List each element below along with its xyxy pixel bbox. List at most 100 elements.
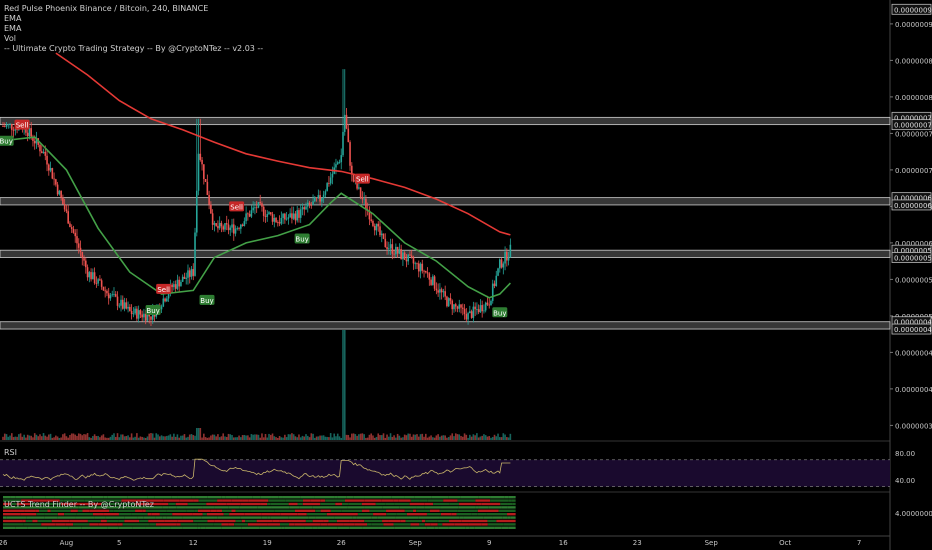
- x-tick-label: 16: [559, 539, 568, 547]
- candle-body: [497, 268, 499, 276]
- volume-bar: [146, 436, 149, 440]
- candle-body: [143, 313, 145, 318]
- trend-cell: [475, 499, 491, 502]
- trend-cell: [201, 516, 215, 519]
- trend-cell: [88, 526, 108, 529]
- volume-bar: [370, 433, 372, 440]
- trend-cell: [427, 499, 444, 502]
- volume-bar: [484, 435, 487, 440]
- volume-bar: [121, 434, 124, 440]
- trend-cell: [382, 506, 400, 509]
- volume-bar: [106, 437, 108, 440]
- volume-bar: [442, 435, 445, 440]
- trend-cell: [6, 516, 27, 519]
- trend-cell: [426, 513, 441, 516]
- candle-body: [90, 272, 92, 280]
- signal-label: Sell: [356, 176, 369, 184]
- candle-body: [65, 209, 68, 212]
- trend-cell: [143, 516, 156, 519]
- candle-body: [486, 302, 489, 305]
- candle-body: [370, 219, 372, 221]
- trend-finder-label[interactable]: UCTS Trend Finder -- By @CryptoNTez: [4, 500, 154, 509]
- candle-body: [3, 126, 6, 128]
- trend-cell: [27, 526, 48, 529]
- volume-bar: [92, 436, 94, 440]
- volume-bar: [308, 437, 311, 440]
- candle-body: [49, 168, 52, 171]
- trend-cell: [23, 502, 31, 506]
- volume-bar: [506, 437, 508, 440]
- volume-bar: [476, 433, 478, 440]
- y-tick-label: 0.00000035: [895, 422, 932, 430]
- indicator-vol[interactable]: Vol: [4, 34, 16, 43]
- trend-cell: [214, 506, 229, 509]
- indicator-strategy[interactable]: -- Ultimate Crypto Trading Strategy -- B…: [4, 44, 264, 53]
- trend-cell: [132, 526, 146, 529]
- volume-bar: [414, 434, 417, 440]
- trend-cell: [234, 523, 248, 526]
- candle-body: [416, 263, 418, 265]
- trend-cell: [357, 513, 374, 516]
- trend-cell: [250, 509, 267, 512]
- volume-bar: [183, 434, 186, 440]
- volume-bar: [166, 435, 168, 440]
- price-label: 0.00000048: [894, 326, 932, 334]
- trend-cell: [162, 506, 169, 509]
- trend-cell: [187, 502, 207, 506]
- candle-body: [120, 299, 122, 306]
- trend-cell: [186, 509, 195, 512]
- trend-cell: [223, 513, 230, 516]
- trend-cell: [109, 509, 114, 512]
- volume-bar: [77, 433, 80, 440]
- trend-cell: [492, 516, 503, 519]
- trend-cell: [305, 519, 313, 523]
- candle-body: [299, 209, 302, 218]
- candle-body: [423, 270, 425, 272]
- indicator-ema-2[interactable]: EMA: [4, 24, 22, 33]
- trend-cell: [87, 519, 101, 523]
- volume-bar: [388, 436, 390, 440]
- trend-cell: [508, 526, 516, 529]
- trend-cell: [3, 513, 21, 516]
- trend-cell: [334, 516, 353, 519]
- candle-body: [356, 180, 358, 189]
- volume-bar: [127, 435, 129, 440]
- trend-cell: [361, 502, 376, 506]
- volume-bar: [425, 433, 427, 440]
- volume-bar: [2, 436, 4, 440]
- trend-cell: [117, 523, 123, 526]
- candle-body: [33, 140, 36, 144]
- volume-bar: [305, 434, 307, 440]
- candle-body: [314, 197, 316, 202]
- indicator-ema-1[interactable]: EMA: [4, 14, 22, 23]
- trend-cell: [214, 516, 218, 519]
- volume-bar: [292, 434, 295, 440]
- candle-body: [231, 224, 233, 228]
- candle-body: [28, 128, 31, 137]
- trend-cell: [38, 509, 48, 512]
- volume-bar: [203, 433, 205, 440]
- trend-cell: [391, 496, 405, 499]
- candle-body: [389, 244, 392, 249]
- volume-bar: [169, 434, 172, 440]
- candle-body: [266, 214, 269, 217]
- volume-bar: [132, 437, 135, 440]
- trend-cell: [288, 502, 298, 506]
- x-tick-label: 9: [487, 539, 491, 547]
- volume-bar: [14, 436, 17, 440]
- trend-cell: [297, 513, 307, 516]
- rsi-label[interactable]: RSI: [4, 448, 17, 457]
- candle-body: [257, 202, 260, 208]
- trend-cell: [451, 513, 457, 516]
- trend-cell: [474, 526, 495, 529]
- trend-cell: [10, 502, 17, 506]
- volume-bar: [26, 434, 29, 440]
- time-axis[interactable]: 26 Aug 5 12 19 26 Sep 9 16 23 Sep Oct 7: [0, 539, 861, 547]
- trend-cell: [207, 496, 222, 499]
- y-tick-label: 0.00000055: [895, 276, 932, 284]
- trend-cell: [487, 523, 504, 526]
